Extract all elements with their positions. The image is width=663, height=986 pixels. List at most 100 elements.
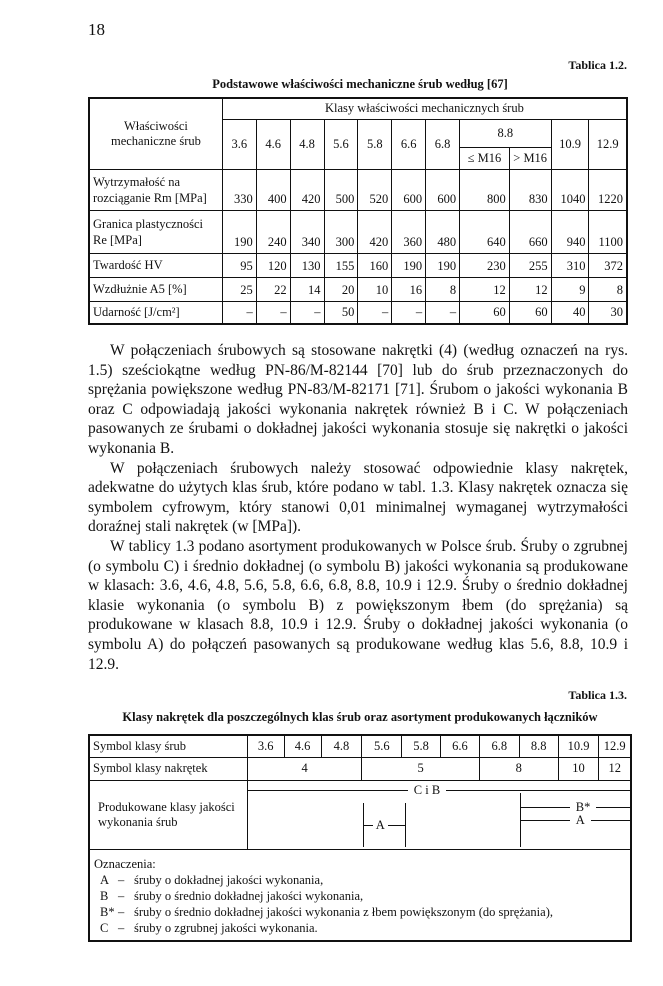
table-row: Wzdłużnie A5 [%] 25 22 14 20 10 16 8 12 12 9 8 xyxy=(88,276,628,302)
cell-value: 20 xyxy=(323,276,359,302)
cell-value: 340 xyxy=(289,209,325,254)
table-1-2-label: Tablica 1.2. xyxy=(568,58,627,72)
group-header: Klasy właściwości mechanicznych śrub xyxy=(221,97,628,120)
cell-value: 1100 xyxy=(588,209,628,254)
class-header: 4.6 xyxy=(255,118,291,170)
cell-value: 940 xyxy=(550,209,590,254)
arrow-bound xyxy=(404,802,406,847)
legend-key: C xyxy=(100,920,109,935)
cell-value: 660 xyxy=(508,209,552,254)
cell-value: 9 xyxy=(550,276,590,302)
cell-value: – xyxy=(425,300,461,325)
cell-value: 300 xyxy=(323,209,359,254)
bolt-class: 3.6 xyxy=(246,734,285,758)
bolt-class: 5.6 xyxy=(361,734,403,758)
body-text: W połączeniach śrubowych są stosowane na… xyxy=(88,341,628,674)
legend-key: B* xyxy=(100,904,115,919)
legend-text: śruby o średnio dokładnej jakości wykona… xyxy=(134,888,364,903)
class-header: 5.6 xyxy=(323,118,359,170)
cell-value: 40 xyxy=(550,300,590,325)
nut-class-label: Symbol klasy nakrętek xyxy=(88,756,248,781)
cell-value: 230 xyxy=(459,252,510,278)
page-number: 18 xyxy=(88,20,105,39)
cell-value: 190 xyxy=(391,252,427,278)
cell-value: 830 xyxy=(508,168,552,211)
subheader-gt-m16: > M16 xyxy=(508,146,552,170)
bolt-class: 6.6 xyxy=(440,734,480,758)
cell-value: 16 xyxy=(391,276,427,302)
legend-dash: – xyxy=(118,904,125,919)
cell-value: 600 xyxy=(391,168,427,211)
table-1-3: Symbol klasy śrub 3.6 4.6 4.8 5.6 5.8 6.6 6.8 8… xyxy=(88,734,632,942)
cell-value: 400 xyxy=(255,168,291,211)
cell-value: 310 xyxy=(550,252,590,278)
table-row: Wytrzymałość na rozciąganie Rm [MPa] 330 4… xyxy=(88,168,628,211)
cell-value: 130 xyxy=(289,252,325,278)
table-row: Twardość HV 95 120 130 155 160 190 190 230 255 310… xyxy=(88,252,628,278)
cell-value: 10 xyxy=(357,276,393,302)
cell-value: 120 xyxy=(255,252,291,278)
cell-value: – xyxy=(357,300,393,325)
cell-value: 420 xyxy=(289,168,325,211)
cell-value: 14 xyxy=(289,276,325,302)
cell-value: 500 xyxy=(323,168,359,211)
cell-value: – xyxy=(221,300,257,325)
class-header: 3.6 xyxy=(221,118,257,170)
class-header: 4.8 xyxy=(289,118,325,170)
paragraph: W połączeniach śrubowych są stosowane na… xyxy=(88,342,628,457)
nut-class: 12 xyxy=(598,756,632,781)
class-header: 10.9 xyxy=(550,118,590,170)
cell-value: 640 xyxy=(459,209,510,254)
cell-value: 480 xyxy=(425,209,461,254)
cell-value: 155 xyxy=(323,252,359,278)
bolt-class: 4.6 xyxy=(283,734,322,758)
bolt-class: 5.8 xyxy=(401,734,442,758)
bolt-class-label: Symbol klasy śrub xyxy=(88,734,248,758)
cell-value: 60 xyxy=(459,300,510,325)
cell-value: 330 xyxy=(221,168,257,211)
legend-key: A xyxy=(100,872,110,887)
legend-text: śruby o zgrubnej jakości wykonania. xyxy=(134,920,318,935)
bolt-class: 6.8 xyxy=(478,734,520,758)
table-1-3-title: Klasy nakrętek dla poszczególnych klas ś… xyxy=(122,710,598,724)
cell-value: 800 xyxy=(459,168,510,211)
table-1-2: Właściwości mechaniczne śrub Klasy właśc… xyxy=(88,97,628,325)
legend-item: B – śruby o średnio dokładnej jakości wyko… xyxy=(94,888,626,904)
cell-value: – xyxy=(255,300,291,325)
cell-value: 25 xyxy=(221,276,257,302)
cell-value: 30 xyxy=(588,300,628,325)
subheader-le-m16: ≤ M16 xyxy=(459,146,510,170)
table-row: Granica plastyczności Re [MPa] 190 240 340 3… xyxy=(88,209,628,254)
row-label: Wytrzymałość na rozciąganie Rm [MPa] xyxy=(88,168,223,211)
cell-value: 8 xyxy=(588,276,628,302)
cell-value: 520 xyxy=(357,168,393,211)
row-label: Twardość HV xyxy=(88,252,223,278)
row-label: Wzdłużnie A5 [%] xyxy=(88,276,223,302)
class-header: 6.8 xyxy=(425,118,461,170)
cell-value: 240 xyxy=(255,209,291,254)
cell-value: 8 xyxy=(425,276,461,302)
cell-value: 60 xyxy=(508,300,552,325)
nut-class: 4 xyxy=(246,756,363,781)
table-1-3-label: Tablica 1.3. xyxy=(568,688,627,702)
bolt-class: 4.8 xyxy=(320,734,363,758)
paragraph: W połączeniach śrubowych należy stosować… xyxy=(88,459,628,536)
legend-title: Oznaczenia: xyxy=(94,856,156,871)
cell-value: 360 xyxy=(391,209,427,254)
cell-value: 190 xyxy=(425,252,461,278)
cell-value: 255 xyxy=(508,252,552,278)
cell-value: – xyxy=(391,300,427,325)
legend: Oznaczenia: A – śruby o dokładnej jakości … xyxy=(88,848,632,941)
class-header: 12.9 xyxy=(588,118,628,170)
cell-value: 95 xyxy=(221,252,257,278)
quality-arrows: C i B A B* A xyxy=(246,779,632,850)
arrow-label-a-right: A xyxy=(569,813,591,826)
cell-value: 12 xyxy=(508,276,552,302)
table-1-2-title: Podstawowe właściwości mechaniczne śrub … xyxy=(212,77,508,91)
bolt-class: 8.8 xyxy=(518,734,559,758)
class-header: 6.6 xyxy=(391,118,427,170)
cell-value: 420 xyxy=(357,209,393,254)
cell-value: 160 xyxy=(357,252,393,278)
legend-item: A – śruby o dokładnej jakości wykonania, xyxy=(94,872,626,888)
